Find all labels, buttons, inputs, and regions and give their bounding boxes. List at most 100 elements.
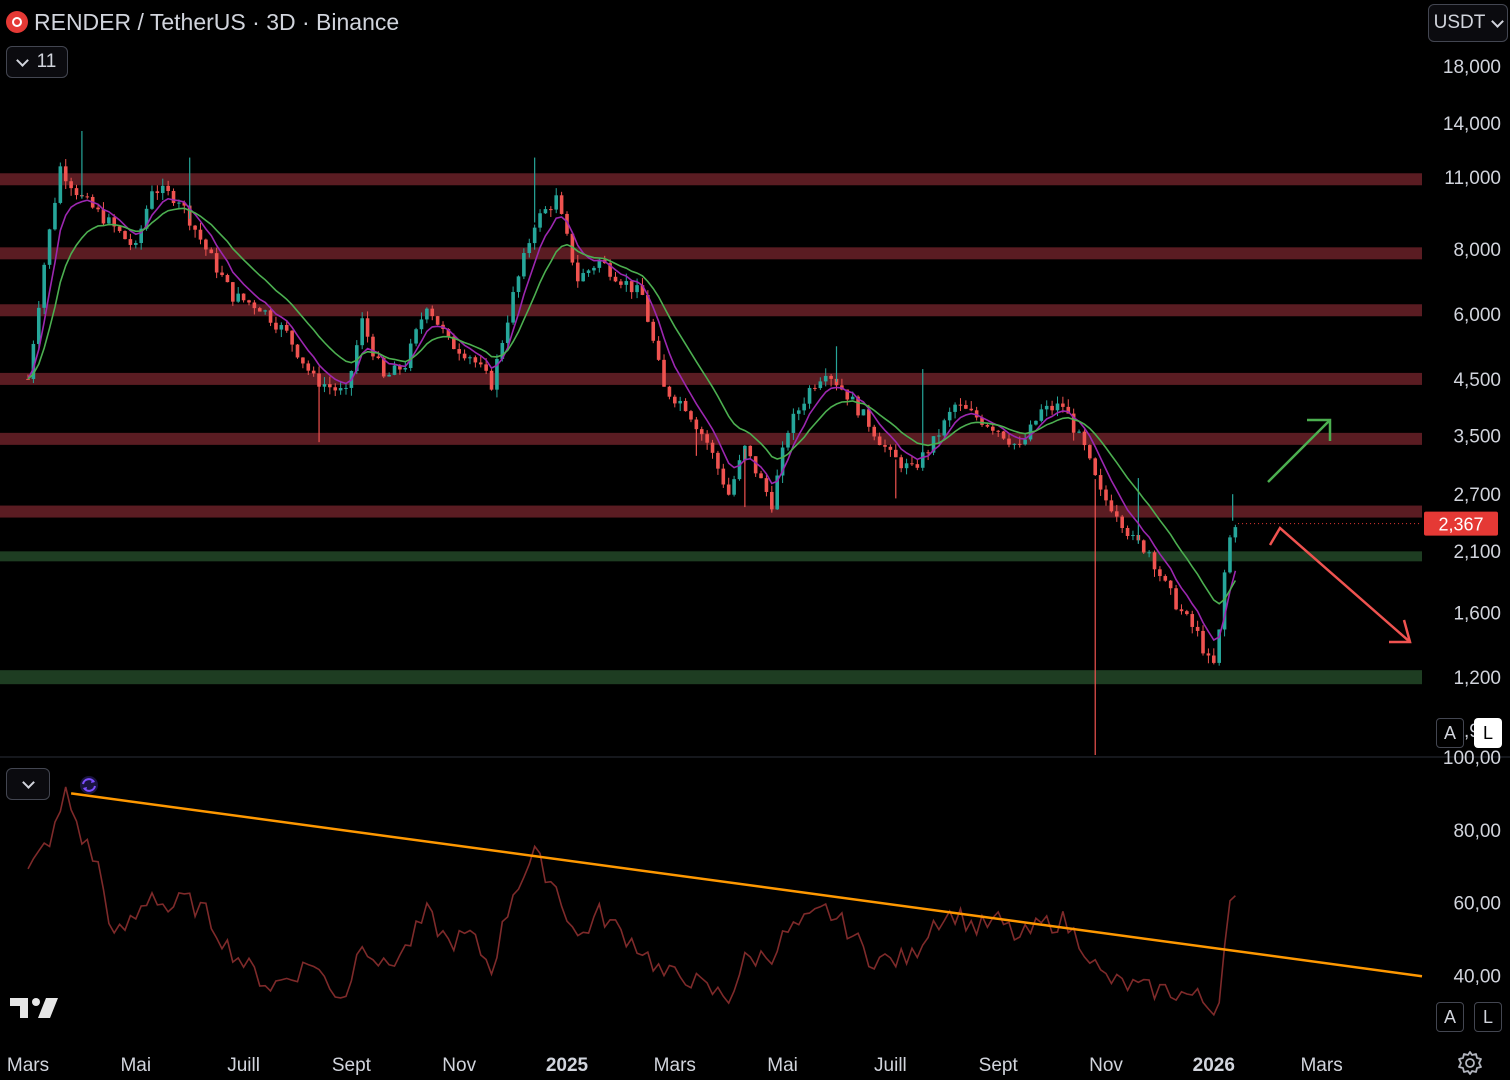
candle <box>371 333 375 361</box>
candle <box>301 357 305 369</box>
candle <box>1195 620 1200 637</box>
candle-body <box>1125 527 1130 536</box>
candle <box>139 225 143 250</box>
rsi-tick-label: 40,00 <box>1453 966 1501 987</box>
currency-label: USDT <box>1433 12 1486 33</box>
candle-body <box>635 285 639 293</box>
time-tick-label: Mars <box>1300 1055 1342 1076</box>
candle-body <box>1233 527 1238 538</box>
candle-body <box>522 253 526 277</box>
candle <box>36 300 41 349</box>
auto-scale-button[interactable]: A <box>1436 718 1464 748</box>
candle <box>1125 525 1130 540</box>
candle-body <box>430 308 435 317</box>
indicator-toggle-button[interactable]: 11 <box>6 46 68 78</box>
price-tick-label: 3,500 <box>1453 427 1501 448</box>
candle <box>813 384 817 392</box>
candle-body <box>160 185 165 194</box>
price-tick-label: 18,000 <box>1443 57 1501 78</box>
candle <box>26 374 30 380</box>
candle <box>1141 539 1146 554</box>
candle-body <box>710 442 715 453</box>
rsi-log-scale-button[interactable]: L <box>1474 1002 1502 1032</box>
candle <box>764 474 769 497</box>
candle <box>107 213 111 226</box>
candle-body <box>139 228 143 243</box>
candle-body <box>974 410 979 418</box>
candle-body <box>937 435 941 437</box>
candle <box>667 385 672 400</box>
candle <box>958 398 963 411</box>
rsi-toggle-button[interactable] <box>6 768 50 800</box>
candle-body <box>667 386 672 397</box>
candle <box>845 389 850 406</box>
price-axis: 2,367 18,000 14,000 11,000 8,000 6,000 4,500 3,… <box>1238 57 1501 742</box>
candle-body <box>721 468 726 485</box>
candle-body <box>193 225 197 230</box>
candle-body <box>877 436 882 446</box>
candle <box>683 398 688 412</box>
candle-body <box>619 281 623 285</box>
candle <box>338 380 343 395</box>
candle-body <box>737 460 742 480</box>
candle-body <box>1007 438 1011 445</box>
candle <box>322 377 327 393</box>
candle-body <box>236 293 241 302</box>
price-tick-label: 2,100 <box>1453 542 1501 563</box>
symbol-title[interactable]: RENDER / TetherUS · 3D · Binance <box>6 6 399 38</box>
candle-body <box>543 209 548 214</box>
candle <box>1233 524 1238 543</box>
candle <box>1168 580 1173 595</box>
candle-body <box>646 294 650 322</box>
candle-body <box>171 190 176 204</box>
candle-body <box>387 374 391 377</box>
candle <box>705 430 709 450</box>
candle-body <box>150 191 154 209</box>
candle <box>408 338 413 372</box>
candle <box>565 211 569 236</box>
currency-select[interactable]: USDT <box>1428 4 1508 42</box>
candle-body <box>311 370 316 374</box>
candle <box>58 162 63 205</box>
candle-body <box>791 413 796 433</box>
candle <box>328 376 332 395</box>
candle <box>608 259 612 281</box>
sync-icon[interactable] <box>78 774 100 796</box>
gear-icon[interactable] <box>1457 1050 1483 1076</box>
candle <box>42 262 46 315</box>
candle-body <box>74 188 79 196</box>
time-tick-label: 2026 <box>1193 1055 1235 1076</box>
candle-body <box>1217 629 1221 663</box>
candle <box>807 385 812 409</box>
candle <box>1179 604 1184 615</box>
candle-body <box>861 409 866 416</box>
candle <box>53 197 57 231</box>
log-scale-button[interactable]: L <box>1474 718 1502 748</box>
forecast-arrow-up-head <box>1307 418 1332 441</box>
candle <box>462 349 467 361</box>
candle-body <box>775 475 780 510</box>
candle <box>796 407 801 421</box>
candle <box>651 318 656 344</box>
candle <box>748 445 753 460</box>
candle-body <box>947 411 952 421</box>
rsi-auto-scale-button[interactable]: A <box>1436 1002 1464 1032</box>
candle <box>263 309 267 315</box>
candle-body <box>123 231 127 240</box>
candle <box>1147 550 1151 558</box>
candle-body <box>1141 540 1146 553</box>
candle-body <box>958 404 963 406</box>
time-tick-label: Mai <box>120 1055 151 1076</box>
candle-body <box>1147 552 1151 554</box>
candle <box>473 355 478 368</box>
candle <box>155 185 160 200</box>
candle <box>899 454 903 473</box>
candle-body <box>452 336 456 350</box>
candle-body <box>764 478 769 492</box>
candle-body <box>42 264 46 308</box>
candle-body <box>1088 445 1092 459</box>
candle-body <box>1228 537 1232 573</box>
candle <box>829 374 833 387</box>
candle <box>522 248 526 280</box>
